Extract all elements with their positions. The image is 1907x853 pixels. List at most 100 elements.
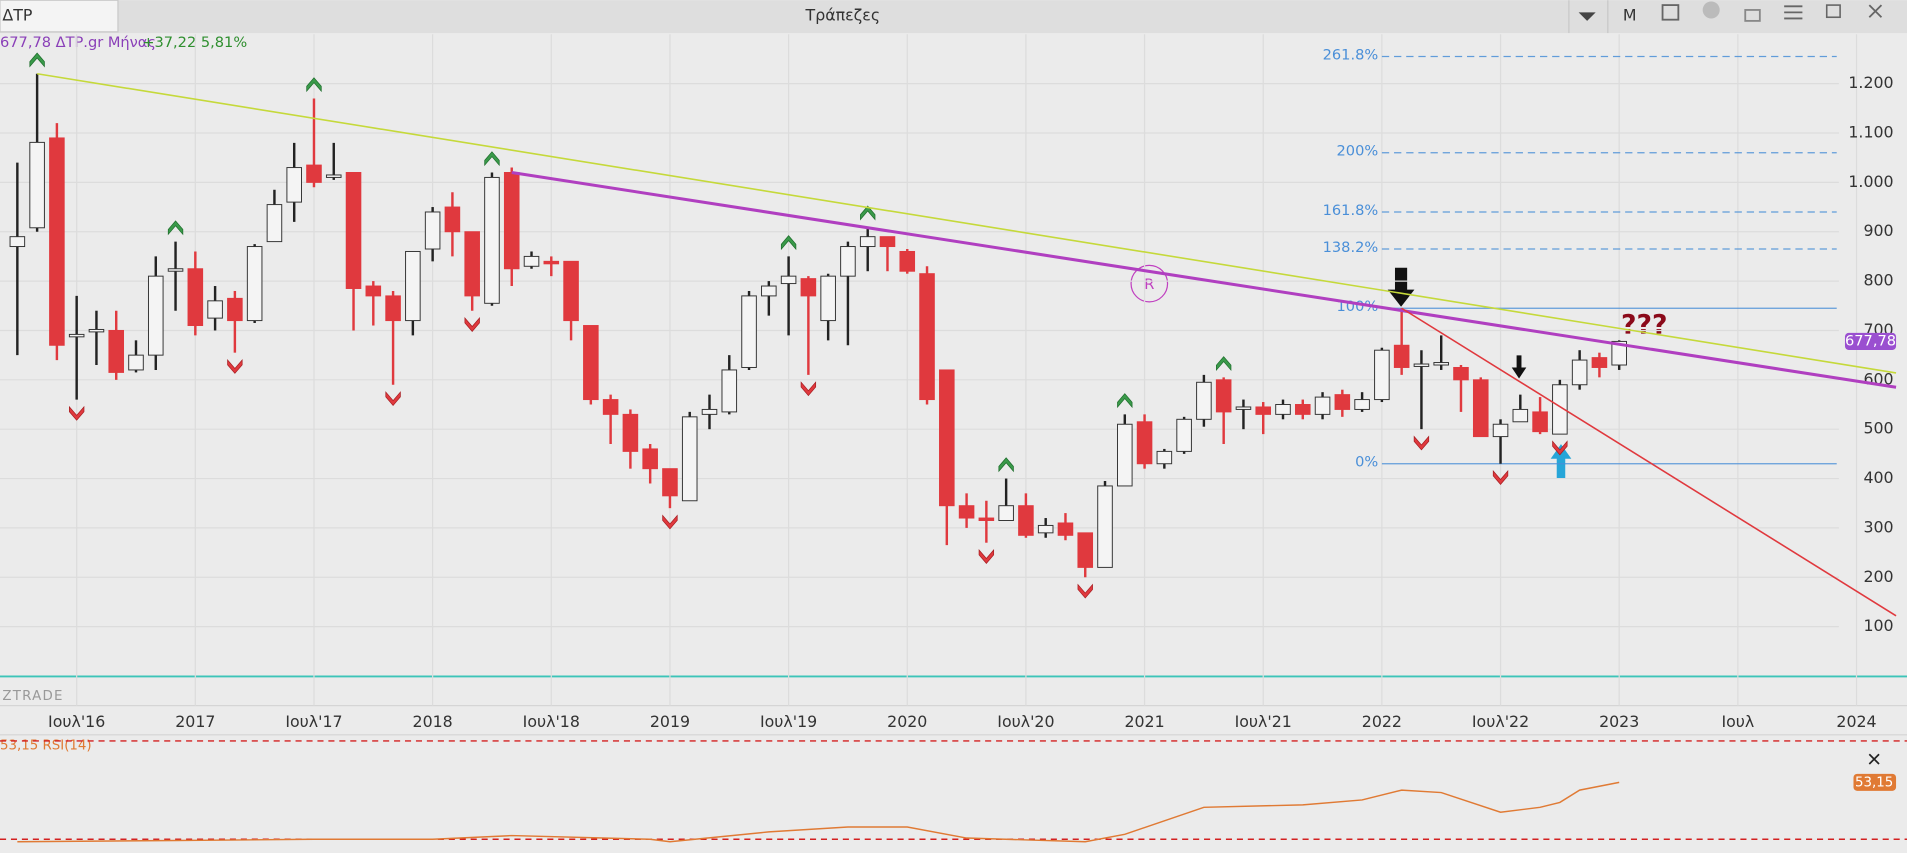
- fib-label: 161.8%: [1323, 202, 1379, 219]
- candle-body: [405, 250, 421, 322]
- candle-body: [1117, 423, 1133, 487]
- fractal-up: [780, 235, 797, 251]
- candle-body: [523, 255, 540, 267]
- candle-body: [761, 285, 777, 297]
- y-tick-label: 1.000: [1848, 172, 1893, 191]
- y-tick-label: 800: [1863, 271, 1893, 290]
- candle-body: [859, 236, 876, 248]
- fractal-up: [29, 52, 45, 68]
- fractal-up: [167, 220, 184, 236]
- candle-body: [1294, 404, 1311, 415]
- candle-body: [820, 275, 836, 322]
- candle-body: [1571, 359, 1588, 386]
- rsi-badge-text: 53,15: [1855, 775, 1893, 790]
- fractal-down: [227, 358, 243, 374]
- rsi-label: 53,15 RSI(14): [0, 739, 92, 754]
- fractal-up: [1216, 356, 1232, 372]
- rsi-close[interactable]: [1868, 753, 1880, 765]
- candle-body: [88, 328, 105, 333]
- candle-body: [622, 413, 639, 452]
- candle-body: [741, 295, 757, 368]
- candle-body: [444, 206, 461, 233]
- x-tick-label: Ιουλ'22: [1472, 712, 1529, 731]
- comment-icon[interactable]: [1702, 1, 1720, 19]
- candle-body: [840, 246, 856, 277]
- lock-icon[interactable]: [1744, 9, 1761, 22]
- candle-body: [108, 329, 125, 373]
- candle-body: [978, 517, 995, 521]
- candle-body: [246, 246, 263, 322]
- marker-circle: [1130, 264, 1169, 303]
- tab[interactable]: [0, 0, 119, 33]
- menu-icon[interactable]: [1784, 5, 1803, 20]
- candle-body: [1433, 362, 1449, 366]
- candle-body: [1057, 522, 1074, 536]
- legend-text: 677,78 ΔΤΡ.gr Μήνας: [0, 34, 156, 51]
- rsi-badge: [1853, 773, 1897, 791]
- candle-body: [306, 164, 322, 183]
- fractal-down: [978, 549, 995, 564]
- candle-body: [1176, 418, 1192, 452]
- restore-icon[interactable]: [1825, 4, 1841, 19]
- candle-body: [128, 354, 144, 371]
- candle-body: [958, 505, 975, 519]
- candle-body: [563, 260, 579, 322]
- fractal-down: [464, 317, 480, 332]
- rsi-line: [17, 781, 1620, 843]
- candle-body: [800, 278, 817, 297]
- candle-body: [1512, 408, 1529, 423]
- candle-body: [1136, 421, 1153, 465]
- candle-body: [286, 167, 302, 203]
- candle-body: [662, 468, 678, 497]
- close-icon[interactable]: [1868, 4, 1883, 18]
- candle-body: [879, 236, 896, 248]
- candle-body: [424, 211, 441, 250]
- x-tick-label: 2022: [1362, 712, 1402, 731]
- y-tick-label: 100: [1863, 616, 1893, 635]
- candle-body: [207, 300, 223, 319]
- tab-label[interactable]: ΔΤΡ: [2, 6, 32, 25]
- candle-body: [68, 333, 85, 338]
- candle-body: [1156, 450, 1173, 465]
- dropdown-button[interactable]: [1578, 12, 1596, 21]
- price-badge-text: 677,78: [1845, 332, 1896, 349]
- candle-body: [9, 236, 26, 248]
- fractal-down: [1413, 435, 1430, 451]
- candle-body: [227, 297, 243, 322]
- y-tick-label: 300: [1863, 517, 1893, 536]
- title-bar: [0, 0, 1907, 34]
- candle-body: [642, 448, 658, 470]
- candle-body: [919, 273, 935, 401]
- fractal-up: [1117, 393, 1133, 409]
- period-button[interactable]: M: [1623, 6, 1637, 25]
- candle-body: [345, 172, 362, 289]
- candle-body: [484, 176, 500, 304]
- y-tick-label: 900: [1863, 221, 1893, 240]
- x-tick-label: Ιουλ'16: [48, 712, 105, 731]
- candle-body: [1215, 379, 1232, 413]
- trendline: [1401, 307, 1897, 617]
- x-tick-label: Ιουλ'19: [760, 712, 817, 731]
- candle-body: [1354, 399, 1370, 410]
- trendline: [36, 72, 1897, 374]
- candle-body: [1492, 423, 1509, 438]
- x-tick-label: Ιουλ'20: [997, 712, 1054, 731]
- arrow-down: [1511, 355, 1527, 379]
- candle-body: [1453, 366, 1469, 381]
- candle-body: [602, 399, 619, 415]
- candle-body: [780, 275, 797, 285]
- candle-body: [681, 416, 698, 502]
- candle-body: [701, 408, 718, 415]
- candle-body: [1591, 357, 1608, 368]
- x-tick-label: Ιουλ'17: [285, 712, 342, 731]
- candle-body: [147, 275, 164, 356]
- x-tick-label: Ιουλ'18: [523, 712, 580, 731]
- candle-body: [325, 174, 342, 178]
- layout-icon[interactable]: [1661, 4, 1680, 21]
- fractal-down: [385, 391, 401, 406]
- fib-label: 138.2%: [1323, 239, 1379, 256]
- candle-body: [503, 172, 520, 270]
- candle-body: [1374, 349, 1390, 401]
